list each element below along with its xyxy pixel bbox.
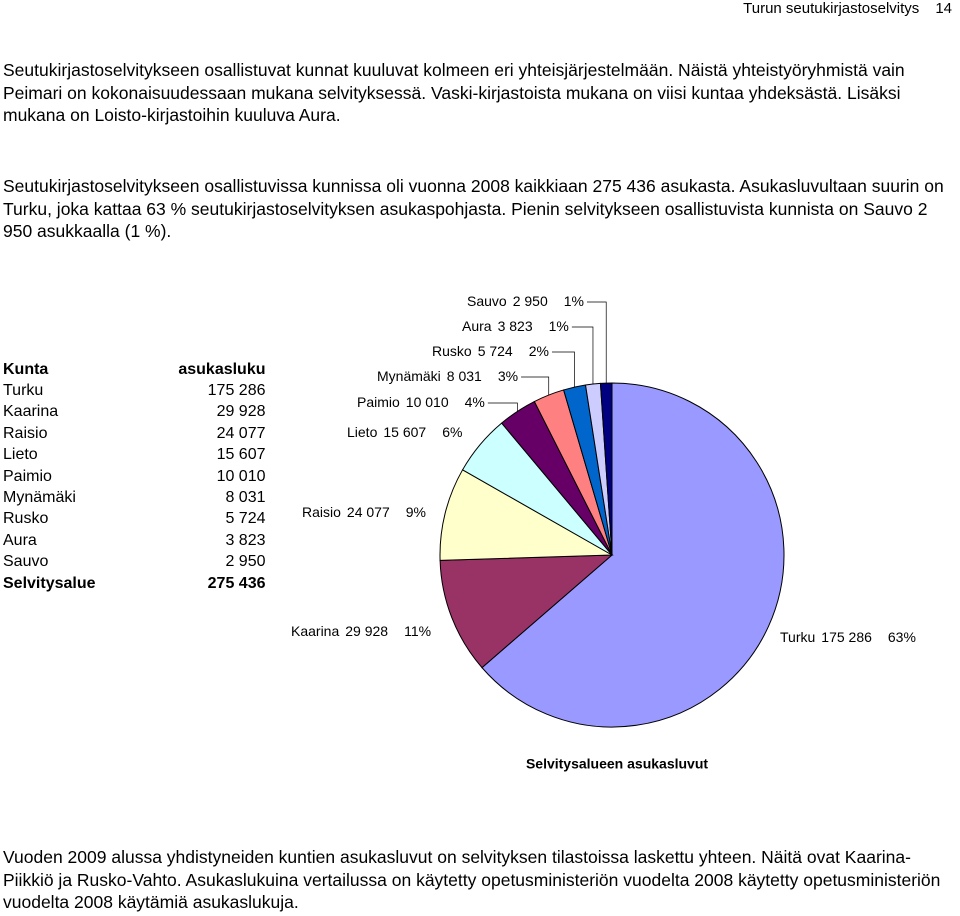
slice-category: Aura — [462, 318, 492, 334]
slice-category: Lieto — [347, 424, 378, 440]
table-cell: Kunta — [3, 360, 49, 378]
slice-percent: 1% — [549, 318, 569, 334]
page-number: 14 — [935, 0, 952, 17]
table-row: Raisio 24 077 — [3, 423, 266, 444]
slice-label: Lieto 15 607 6% — [347, 424, 462, 440]
slice-percent: 9% — [406, 504, 426, 520]
slice-label: Aura 3 823 1% — [462, 318, 569, 334]
slice-percent: 3% — [498, 368, 518, 384]
slice-percent: 1% — [564, 293, 584, 309]
table-cell: 15 607 — [216, 446, 266, 464]
table-cell: Sauvo — [3, 553, 49, 571]
paragraph: Seutukirjastoselvitykseen osallistuvat k… — [3, 60, 905, 125]
slice-percent: 6% — [442, 424, 462, 440]
leader-line — [586, 301, 607, 384]
slice-percent: 63% — [888, 629, 916, 645]
table-cell: Raisio — [3, 424, 48, 442]
slice-label: Rusko 5 724 2% — [432, 343, 549, 359]
slice-percent: 2% — [529, 343, 549, 359]
slice-percent: 4% — [465, 394, 485, 410]
header: Turun seutukirjastoselvitys 14 — [743, 0, 952, 17]
slice-label: Mynämäki 8 031 3% — [377, 368, 518, 384]
slice-value: 175 286 — [821, 629, 872, 645]
table-row: Lieto 15 607 — [3, 445, 266, 466]
leader-line — [487, 402, 518, 412]
table-cell: Lieto — [3, 446, 38, 464]
table-cell: 2 950 — [225, 553, 266, 571]
table: Kunta asukasluku Turku 175 286 Kaarina 29 928… — [3, 359, 266, 594]
slice-category: Paimio — [357, 394, 400, 410]
table-cell: Kaarina — [3, 403, 59, 421]
slice-value: 10 010 — [406, 394, 449, 410]
table-cell: Paimio — [3, 467, 52, 485]
slice-category: Sauvo — [467, 293, 507, 309]
table-row: Paimio 10 010 — [3, 466, 266, 487]
header-title: Turun seutukirjastoselvitys — [743, 0, 920, 17]
slice-label: Kaarina 29 928 11% — [291, 623, 431, 639]
table-row: Rusko 5 724 — [3, 509, 266, 530]
table-cell: Selvitysalue — [3, 574, 96, 592]
table-cell: Aura — [3, 531, 37, 549]
pie-slice — [481, 382, 785, 728]
slice-value: 2 950 — [513, 293, 548, 309]
leader-line — [521, 376, 550, 396]
table-cell: Rusko — [3, 510, 49, 528]
leader-line — [571, 326, 594, 385]
slice-value: 15 607 — [383, 424, 426, 440]
slice-value: 5 724 — [478, 343, 513, 359]
footnote: Vuoden 2009 alussa yhdistyneiden kuntien… — [3, 847, 941, 912]
slice-category: Raisio — [302, 504, 341, 520]
pie-slice — [439, 554, 614, 669]
slice-value: 3 823 — [498, 318, 533, 334]
chart-title: Selvitysalueen asukasluvut — [526, 756, 708, 772]
slice-label: Turku 175 286 63% — [780, 629, 916, 645]
slice-label: Raisio 24 077 9% — [302, 504, 426, 520]
pie-slice — [439, 469, 614, 561]
table-cell: 8 031 — [225, 489, 266, 507]
slice-label: Paimio 10 010 4% — [357, 394, 485, 410]
slice-value: 8 031 — [447, 368, 482, 384]
table-cell: 29 928 — [216, 403, 266, 421]
slice-category: Turku — [780, 629, 815, 645]
table-row: Kunta asukasluku — [3, 359, 266, 380]
slice-value: 24 077 — [347, 504, 390, 520]
slice-value: 29 928 — [345, 623, 388, 639]
slice-category: Kaarina — [291, 623, 339, 639]
paragraph: Seutukirjastoselvitykseen osallistuvissa… — [3, 176, 944, 241]
table-cell: 24 077 — [216, 424, 266, 442]
table-row: Sauvo 2 950 — [3, 552, 266, 573]
table-row: Turku 175 286 — [3, 380, 266, 401]
table-cell: 175 286 — [207, 382, 266, 400]
table-cell: Turku — [3, 382, 44, 400]
pie-chart: Selvitysalueen asukasluvut Turku 175 286 6… — [291, 293, 916, 772]
table-cell: 10 010 — [216, 467, 266, 485]
leader-line — [551, 351, 575, 388]
table-cell: Mynämäki — [3, 489, 76, 507]
table-row: Aura 3 823 — [3, 530, 266, 551]
table-cell: 3 823 — [225, 531, 266, 549]
table-cell: 275 436 — [207, 574, 266, 592]
slice-percent: 11% — [404, 623, 431, 639]
table-row: Kaarina 29 928 — [3, 402, 266, 423]
table-row: Mynämäki 8 031 — [3, 487, 266, 508]
slice-category: Mynämäki — [377, 368, 441, 384]
table-row: Selvitysalue 275 436 — [3, 573, 266, 594]
table-cell: asukasluku — [178, 360, 266, 378]
slice-category: Rusko — [432, 343, 472, 359]
table-cell: 5 724 — [225, 510, 266, 528]
slice-label: Sauvo 2 950 1% — [467, 293, 584, 309]
